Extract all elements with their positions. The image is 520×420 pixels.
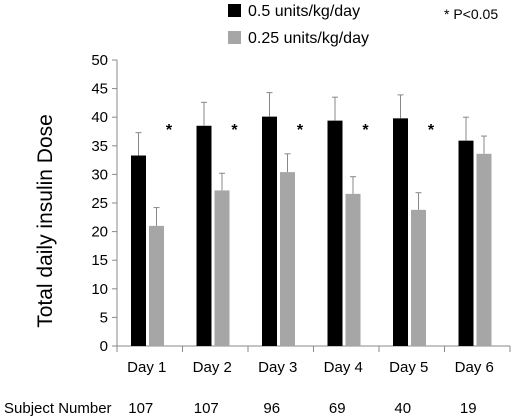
bar-low-dose [214,190,230,346]
y-tick-label: 45 [91,81,108,98]
x-tick-label: Day 4 [324,359,363,376]
y-axis-title: Total daily insulin Dose [34,114,57,328]
bar-high-dose [327,120,343,346]
x-tick-label: Day 5 [389,359,428,376]
y-tick-label: 20 [91,224,108,241]
x-tick-label: Day 2 [193,359,232,376]
bar-high-dose [262,116,277,347]
subject-number: 19 [460,400,477,417]
subject-number: 40 [394,400,411,417]
y-tick-label: 35 [91,138,108,155]
y-tick-label: 25 [91,195,108,212]
bar-high-dose [196,125,212,346]
x-tick-label: Day 6 [455,359,494,376]
y-tick-label: 40 [91,109,108,126]
y-tick-label: 0 [100,338,108,355]
bar-high-dose [393,118,408,347]
y-tick-label: 10 [91,281,108,298]
bar-high-dose [458,140,474,346]
bar-low-dose [149,225,164,346]
y-tick-label: 15 [91,252,108,269]
subject-number: 107 [128,400,153,417]
bar-low-dose [345,193,361,346]
significance-star: * [166,122,173,139]
x-tick-label: Day 3 [258,359,297,376]
subject-number: 107 [194,400,219,417]
bar-low-dose [280,172,295,346]
legend-label: 0.5 units/kg/day [248,3,360,20]
bar-low-dose [411,209,426,346]
significance-note: * P<0.05 [444,6,498,22]
significance-star: * [428,122,435,139]
significance-star: * [231,122,238,139]
y-tick-label: 5 [100,309,108,326]
y-tick-label: 50 [91,52,108,69]
x-tick-label: Day 1 [127,359,166,376]
legend-swatch [228,31,241,44]
significance-star: * [362,122,369,139]
subject-number: 69 [329,400,346,417]
significance-star: * [297,122,304,139]
legend-swatch [228,4,241,17]
y-tick-label: 30 [91,166,108,183]
subject-number-label: Subject Number [4,400,112,417]
bar-low-dose [476,153,492,346]
legend-label: 0.25 units/kg/day [248,30,369,47]
bar-high-dose [131,155,146,346]
subject-number: 96 [263,400,280,417]
